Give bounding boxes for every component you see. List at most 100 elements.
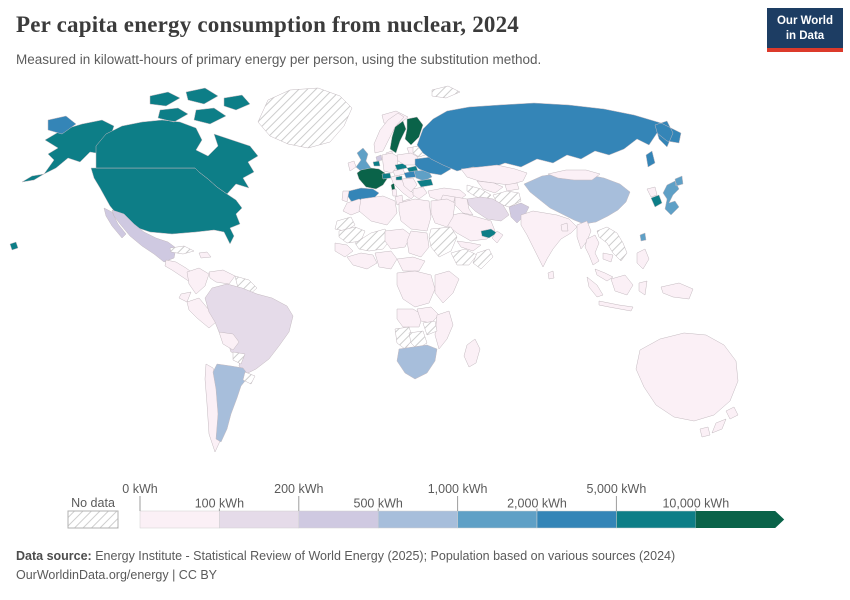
country-hispaniola[interactable] (198, 251, 212, 259)
country-indonesia[interactable] (586, 274, 648, 312)
country-cuba[interactable] (169, 245, 195, 255)
country-india[interactable] (520, 210, 578, 268)
legend-tick-label-7: 10,000 kWh (662, 497, 729, 511)
legend-tick-label-3: 500 kWh (354, 497, 403, 511)
country-malaysia[interactable] (594, 268, 614, 282)
country-russia[interactable] (47, 102, 682, 172)
country-uruguay[interactable] (242, 371, 256, 385)
country-portugal[interactable] (341, 190, 350, 203)
data-source-text: Energy Institute - Statistical Review of… (91, 549, 676, 563)
legend-bin-6 (616, 510, 697, 529)
data-source-line: Data source: Energy Institute - Statisti… (16, 547, 675, 566)
country-ethiopia[interactable] (450, 248, 478, 266)
country-norway[interactable] (373, 112, 405, 154)
country-east-africa[interactable] (434, 270, 460, 304)
country-argentina[interactable] (212, 363, 250, 443)
country-iraq[interactable] (454, 196, 474, 216)
country-belgium[interactable] (372, 160, 381, 167)
country-madagascar[interactable] (463, 338, 481, 368)
country-peru[interactable] (186, 297, 217, 329)
page-title: Per capita energy consumption from nucle… (16, 12, 519, 37)
country-venezuela[interactable] (208, 269, 236, 285)
country-mexico[interactable] (103, 207, 177, 263)
data-source-label: Data source: (16, 549, 92, 563)
country-uae[interactable] (480, 228, 498, 239)
country-australia[interactable] (635, 332, 739, 438)
legend-bin-7 (695, 511, 785, 528)
country-switzerland[interactable] (381, 172, 392, 180)
country-namibia[interactable] (394, 326, 414, 350)
country-netherlands[interactable] (375, 154, 383, 162)
country-greece[interactable] (412, 186, 428, 200)
country-kazakhstan[interactable] (460, 164, 528, 186)
country-libya[interactable] (398, 198, 432, 232)
country-taiwan[interactable] (639, 232, 647, 242)
legend-tick-label-5: 2,000 kWh (507, 497, 567, 511)
country-chad[interactable] (406, 230, 430, 258)
country-new-zealand[interactable] (711, 406, 739, 434)
country-bulgaria[interactable] (416, 178, 434, 188)
country-ireland[interactable] (347, 160, 357, 172)
country-sweden[interactable] (389, 120, 407, 154)
legend-no-data-swatch (67, 510, 119, 529)
world-map[interactable] (0, 82, 850, 482)
country-bolivia[interactable] (218, 331, 240, 351)
country-west-africa[interactable] (346, 252, 378, 270)
country-canada[interactable] (95, 87, 259, 195)
country-colombia[interactable] (186, 267, 210, 295)
country-nigeria[interactable] (374, 250, 398, 270)
country-mozambique[interactable] (434, 310, 454, 350)
country-niger[interactable] (384, 228, 412, 250)
country-north-korea[interactable] (646, 186, 658, 198)
country-somalia[interactable] (472, 248, 494, 270)
legend-no-data-label: No data (71, 496, 115, 510)
country-bangladesh[interactable] (560, 222, 569, 232)
country-sudan[interactable] (428, 226, 458, 258)
country-svalbard[interactable] (431, 85, 461, 99)
country-angola[interactable] (396, 308, 424, 328)
country-germany[interactable] (381, 152, 399, 174)
country-finland[interactable] (404, 116, 424, 146)
country-senegal[interactable] (334, 242, 354, 258)
chart-subtitle: Measured in kilowatt-hours of primary en… (16, 52, 542, 67)
country-uzbekistan[interactable] (476, 180, 504, 194)
country-drc[interactable] (396, 270, 436, 308)
country-thailand[interactable] (584, 234, 600, 266)
country-cambodia[interactable] (602, 252, 614, 263)
country-egypt[interactable] (430, 198, 456, 228)
country-cameroon[interactable] (396, 256, 426, 272)
country-ecuador[interactable] (178, 291, 192, 303)
country-kyrgyzstan[interactable] (504, 182, 520, 192)
country-south-korea[interactable] (650, 194, 663, 208)
country-sri-lanka[interactable] (547, 270, 555, 280)
country-paraguay[interactable] (232, 351, 246, 365)
country-brazil[interactable] (204, 283, 294, 375)
legend-bin-3 (377, 510, 458, 529)
country-slovenia[interactable] (395, 175, 403, 181)
credit-line[interactable]: OurWorldinData.org/energy | CC BY (16, 568, 218, 583)
color-legend[interactable]: No data 0 kWh 100 kWh 200 kWh 500 kWh 1,000 k… (0, 483, 850, 535)
country-south-africa[interactable] (396, 344, 438, 380)
country-zambia[interactable] (416, 306, 440, 324)
legend-tick-label-4: 1,000 kWh (428, 483, 488, 496)
country-algeria[interactable] (358, 195, 398, 226)
country-zimbabwe[interactable] (422, 320, 438, 336)
country-philippines[interactable] (636, 248, 650, 270)
country-oman[interactable] (491, 230, 504, 244)
country-iran[interactable] (466, 196, 510, 222)
country-usa[interactable] (9, 119, 243, 251)
footer: Data source: Energy Institute - Statisti… (16, 547, 675, 586)
legend-tick-label-6: 5,000 kWh (587, 483, 647, 496)
owid-logo[interactable]: Our World in Data (767, 8, 843, 52)
country-yemen[interactable] (456, 240, 482, 252)
legend-bin-4 (457, 510, 538, 529)
logo-line-1: Our World (776, 15, 833, 27)
country-greenland[interactable] (257, 87, 353, 149)
country-austria[interactable] (392, 168, 406, 177)
country-new-guinea[interactable] (660, 282, 694, 300)
country-japan[interactable] (662, 175, 684, 216)
country-balkans[interactable] (401, 177, 418, 193)
country-laos-vietnam[interactable] (596, 226, 628, 262)
country-mongolia[interactable] (547, 169, 601, 181)
